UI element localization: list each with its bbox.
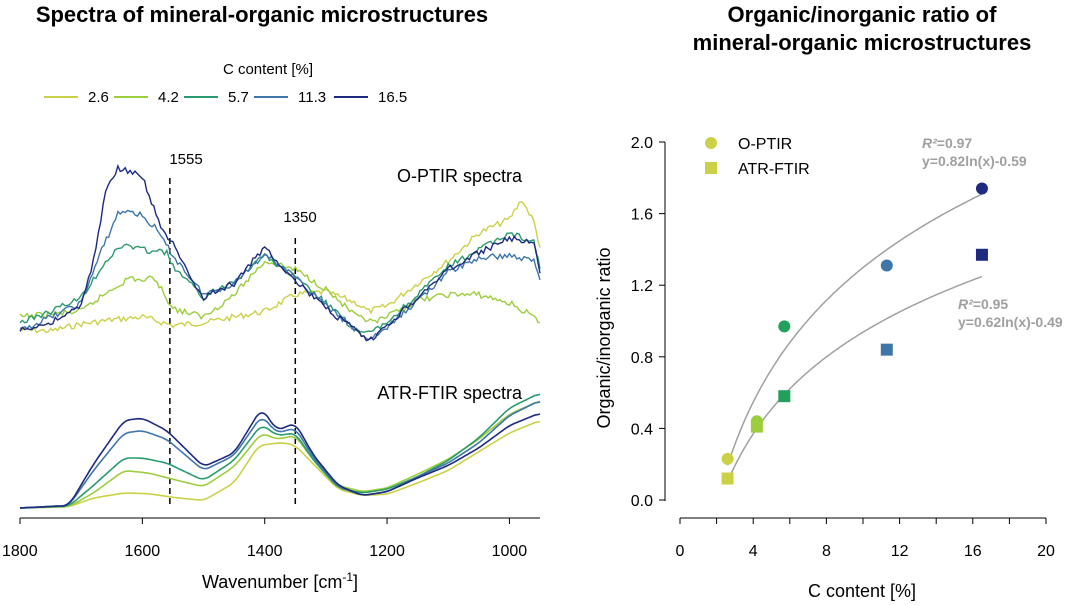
point-square: [778, 390, 791, 403]
legend-label-atr: ATR-FTIR: [738, 161, 810, 178]
ratio-panel: Organic/inorganic ratio of mineral-organ…: [594, 2, 1063, 601]
ratio-y-tick-label: 1.6: [631, 207, 653, 224]
ratio-x-tick-label: 4: [749, 543, 758, 560]
point-square: [880, 343, 893, 356]
spectra-tick-label: 1400: [247, 543, 283, 560]
spectra-tick-label: 1600: [125, 543, 161, 560]
ratio-y-tick-label: 0.0: [631, 493, 653, 510]
fit-annotations: R²=0.97 y=0.82ln(x)-0.59 R²=0.95 y=0.62l…: [922, 135, 1063, 330]
legend-label-11.3: 11.3: [298, 89, 326, 106]
equation-atr: y=0.62ln(x)-0.49: [958, 314, 1063, 330]
marker-lines: 1555 1350: [169, 151, 317, 506]
spectra-lines: [19, 163, 541, 509]
optir-spectrum-16.5: [19, 163, 541, 342]
ratio-title-line1: Organic/inorganic ratio of: [728, 2, 998, 27]
point-circle: [778, 320, 791, 333]
legend-square-marker: [705, 162, 717, 174]
atr-spectrum-5.7: [20, 393, 541, 509]
atr-panel-label: ATR-FTIR spectra: [377, 383, 523, 403]
spectra-x-ticks: 1800 1600 1400 1200 1000: [2, 518, 527, 560]
spectra-legend: 2.6 4.2 5.7 11.3 16.5: [44, 89, 407, 106]
ratio-x-tick-label: 8: [822, 543, 831, 560]
ratio-axes: 0.0 0.4 0.8 1.2 1.6 2.0 0 4 8 12 16 20: [631, 135, 1055, 560]
ratio-y-tick-label: 1.2: [631, 278, 653, 295]
legend-title: C content [%]: [223, 61, 313, 78]
optir-spectrum-4.2: [19, 260, 540, 324]
spectra-x-label: Wavenumber [cm-1]: [202, 570, 358, 592]
fit-curves: [726, 193, 983, 482]
point-circle: [880, 259, 893, 272]
r2-atr: R²=0.95: [958, 296, 1008, 312]
spectra-title: Spectra of mineral-organic microstructur…: [36, 2, 488, 27]
legend-label-optir: O-PTIR: [738, 136, 792, 153]
atr-spectrum-16.5: [19, 412, 541, 509]
spectra-tick-label: 1000: [492, 543, 528, 560]
spectra-tick-label: 1200: [369, 543, 405, 560]
point-square: [750, 420, 763, 433]
ratio-points: [721, 182, 988, 485]
ratio-x-tick-label: 12: [891, 543, 909, 560]
marker-label-1555: 1555: [169, 151, 202, 168]
legend-circle-marker: [705, 137, 717, 149]
point-circle: [975, 182, 988, 195]
ratio-y-tick-label: 0.4: [631, 421, 653, 438]
legend-label-5.7: 5.7: [228, 89, 249, 106]
marker-label-1350: 1350: [283, 209, 316, 226]
equation-optir: y=0.82ln(x)-0.59: [922, 153, 1027, 169]
optir-panel-label: O-PTIR spectra: [397, 166, 523, 186]
optir-spectrum-2.6: [19, 201, 541, 334]
ratio-y-label: Organic/inorganic ratio: [594, 247, 614, 428]
point-square: [721, 472, 734, 485]
point-circle: [721, 452, 734, 465]
fit-curve-square: [726, 275, 983, 482]
r2-optir: R²=0.97: [922, 135, 972, 151]
atr-spectrum-2.6: [20, 420, 541, 509]
legend-label-16.5: 16.5: [378, 89, 407, 106]
ratio-y-tick-label: 2.0: [631, 135, 653, 152]
spectra-tick-label: 1800: [2, 543, 38, 560]
ratio-x-tick-label: 0: [676, 543, 685, 560]
ratio-legend: O-PTIR ATR-FTIR: [705, 136, 810, 178]
ratio-title-line2: mineral-organic microstructures: [693, 30, 1032, 55]
atr-spectrum-11.3: [19, 401, 541, 509]
ratio-x-label: C content [%]: [808, 581, 916, 601]
fit-curve-circle: [726, 193, 983, 466]
legend-label-2.6: 2.6: [88, 89, 109, 106]
ratio-x-tick-label: 20: [1037, 543, 1055, 560]
legend-label-4.2: 4.2: [158, 89, 179, 106]
spectra-panel: Spectra of mineral-organic microstructur…: [2, 2, 541, 592]
point-square: [975, 248, 988, 261]
ratio-y-tick-label: 0.8: [631, 350, 653, 367]
ratio-x-tick-label: 16: [964, 543, 982, 560]
